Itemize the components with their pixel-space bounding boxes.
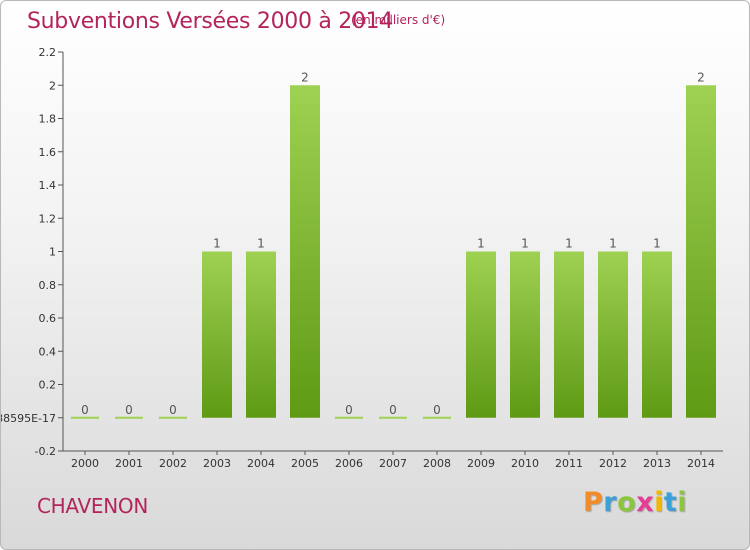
data-label: 0: [389, 403, 397, 417]
logo-letter: x: [636, 487, 655, 518]
data-label: 0: [125, 403, 133, 417]
x-tick-label: 2004: [247, 457, 275, 470]
data-label: 1: [257, 237, 265, 251]
data-label: 0: [345, 403, 353, 417]
x-tick-label: 2007: [379, 457, 407, 470]
data-label: 2: [697, 70, 705, 84]
data-label: 0: [81, 403, 89, 417]
data-label: 1: [609, 237, 617, 251]
logo-letter: P: [583, 487, 604, 518]
data-label: 1: [565, 237, 573, 251]
data-label: 2: [301, 70, 309, 84]
y-tick-label: 0.2: [39, 379, 57, 392]
bar: [246, 251, 276, 418]
y-tick-label: -1.5265566588595E-17: [1, 412, 56, 425]
y-tick-label: 2: [49, 79, 56, 92]
bar: [554, 251, 584, 418]
logo-letter: t: [663, 487, 678, 518]
x-tick-label: 2001: [115, 457, 143, 470]
logo-letter: i: [654, 487, 664, 518]
y-tick-label: 1.8: [39, 113, 57, 126]
y-tick-label: 0.6: [39, 312, 57, 325]
bar: [686, 85, 716, 418]
bar: [510, 251, 540, 418]
data-label: 1: [213, 237, 221, 251]
bar: [466, 251, 496, 418]
logo-letter: i: [677, 487, 688, 518]
x-tick-label: 2011: [555, 457, 583, 470]
logo-letter: r: [603, 487, 618, 518]
commune-name: CHAVENON: [37, 494, 148, 518]
data-label: 1: [653, 237, 661, 251]
bar: [379, 416, 407, 419]
y-tick-label: 1: [49, 246, 56, 259]
y-tick-label: 1.6: [39, 146, 57, 159]
x-tick-label: 2005: [291, 457, 319, 470]
x-tick-label: 2008: [423, 457, 451, 470]
proxiti-logo[interactable]: Proxiti: [583, 487, 687, 518]
unit-note: (en milliers d'€): [351, 13, 446, 27]
data-label: 0: [433, 403, 441, 417]
x-tick-label: 2009: [467, 457, 495, 470]
bar: [115, 416, 143, 419]
y-tick-label: -0.2: [35, 445, 56, 458]
bar: [335, 416, 363, 419]
x-tick-label: 2002: [159, 457, 187, 470]
bar: [423, 416, 451, 419]
bar: [290, 85, 320, 418]
y-tick-label: 2.2: [39, 46, 57, 59]
y-tick-label: 1.4: [39, 179, 57, 192]
chart-title: Subventions Versées 2000 à 2014: [27, 9, 394, 34]
bar: [202, 251, 232, 418]
y-tick-label: 0.4: [39, 345, 57, 358]
x-tick-label: 2010: [511, 457, 539, 470]
y-tick-label: 0.8: [39, 279, 57, 292]
x-tick-label: 2006: [335, 457, 363, 470]
x-tick-label: 2013: [643, 457, 671, 470]
bar: [642, 251, 672, 418]
data-label: 0: [169, 403, 177, 417]
bar: [71, 416, 99, 419]
x-tick-label: 2000: [71, 457, 99, 470]
x-tick-label: 2003: [203, 457, 231, 470]
logo-letter: o: [617, 487, 637, 518]
data-label: 1: [477, 237, 485, 251]
bar: [159, 416, 187, 419]
y-tick-label: 1.2: [39, 212, 57, 225]
x-tick-label: 2012: [599, 457, 627, 470]
bar: [598, 251, 628, 418]
data-label: 1: [521, 237, 529, 251]
x-tick-label: 2014: [687, 457, 715, 470]
